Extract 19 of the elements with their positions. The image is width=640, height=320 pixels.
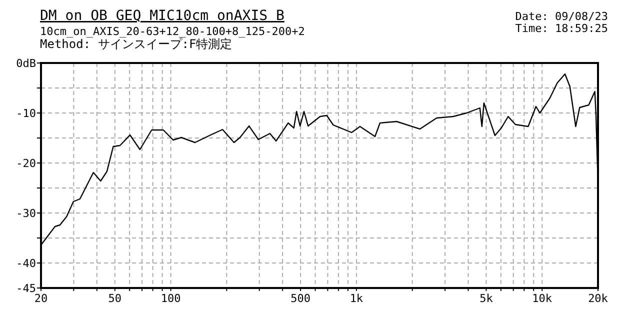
chart-subtitle: 10cm_on_AXIS_20-63+12_80-100+8_125-200+2 xyxy=(40,25,305,38)
x-tick-label: 5k xyxy=(480,292,494,305)
y-tick-label: -40 xyxy=(16,257,36,270)
y-tick-label: -10 xyxy=(16,107,36,120)
x-tick-label: 20k xyxy=(588,292,608,305)
x-tick-label: 50 xyxy=(108,292,122,305)
text: Date: 09/08/23 xyxy=(515,10,608,23)
text: Time: 18:59:25 xyxy=(515,22,608,35)
x-tick-label: 100 xyxy=(160,292,181,305)
x-tick-label: 20 xyxy=(34,292,48,305)
y-tick-label: 0dB xyxy=(16,57,36,70)
chart-title: DM on OB GEQ MIC10cm onAXIS B xyxy=(40,8,284,24)
y-tick-label: -45 xyxy=(16,282,36,295)
y-tick-label: -20 xyxy=(16,157,36,170)
x-tick-label: 1k xyxy=(350,292,364,305)
text: Method: サインスイープ:F特測定 xyxy=(40,37,232,51)
x-tick-label: 10k xyxy=(532,292,552,305)
y-tick-label: -30 xyxy=(16,207,36,220)
x-tick-label: 500 xyxy=(290,292,310,305)
